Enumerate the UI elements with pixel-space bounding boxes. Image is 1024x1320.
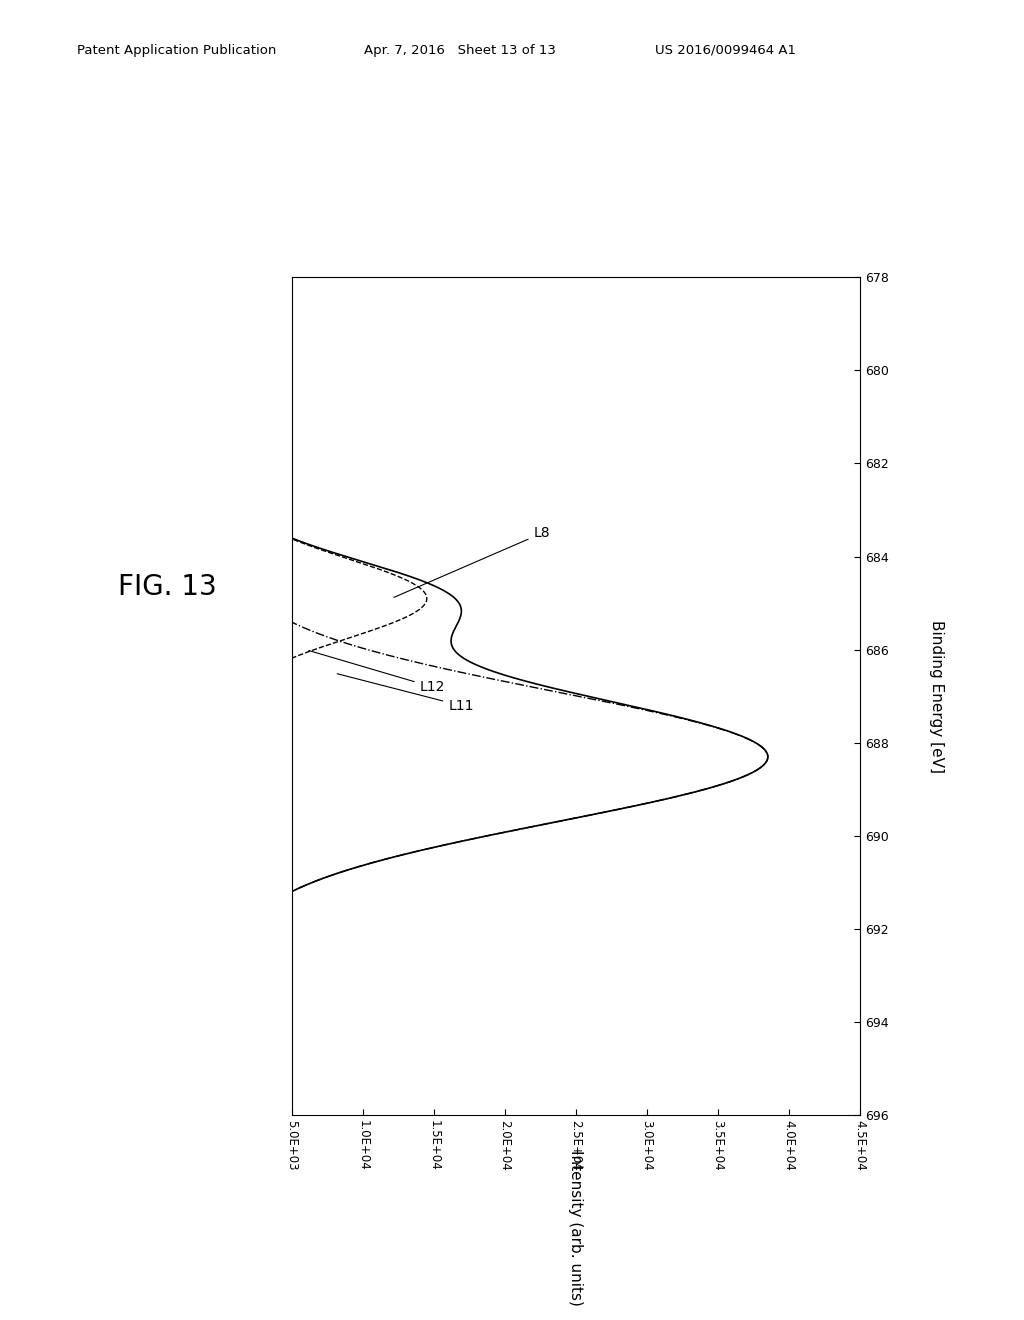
Text: Binding Energy [eV]: Binding Energy [eV] (930, 620, 944, 772)
Text: L11: L11 (337, 673, 474, 713)
Text: Intensity (arb. units): Intensity (arb. units) (568, 1150, 584, 1305)
Text: US 2016/0099464 A1: US 2016/0099464 A1 (655, 44, 797, 57)
Text: Patent Application Publication: Patent Application Publication (77, 44, 276, 57)
Text: FIG. 13: FIG. 13 (118, 573, 216, 602)
Text: L12: L12 (308, 651, 445, 694)
Text: Apr. 7, 2016   Sheet 13 of 13: Apr. 7, 2016 Sheet 13 of 13 (364, 44, 555, 57)
Text: L8: L8 (394, 527, 550, 598)
